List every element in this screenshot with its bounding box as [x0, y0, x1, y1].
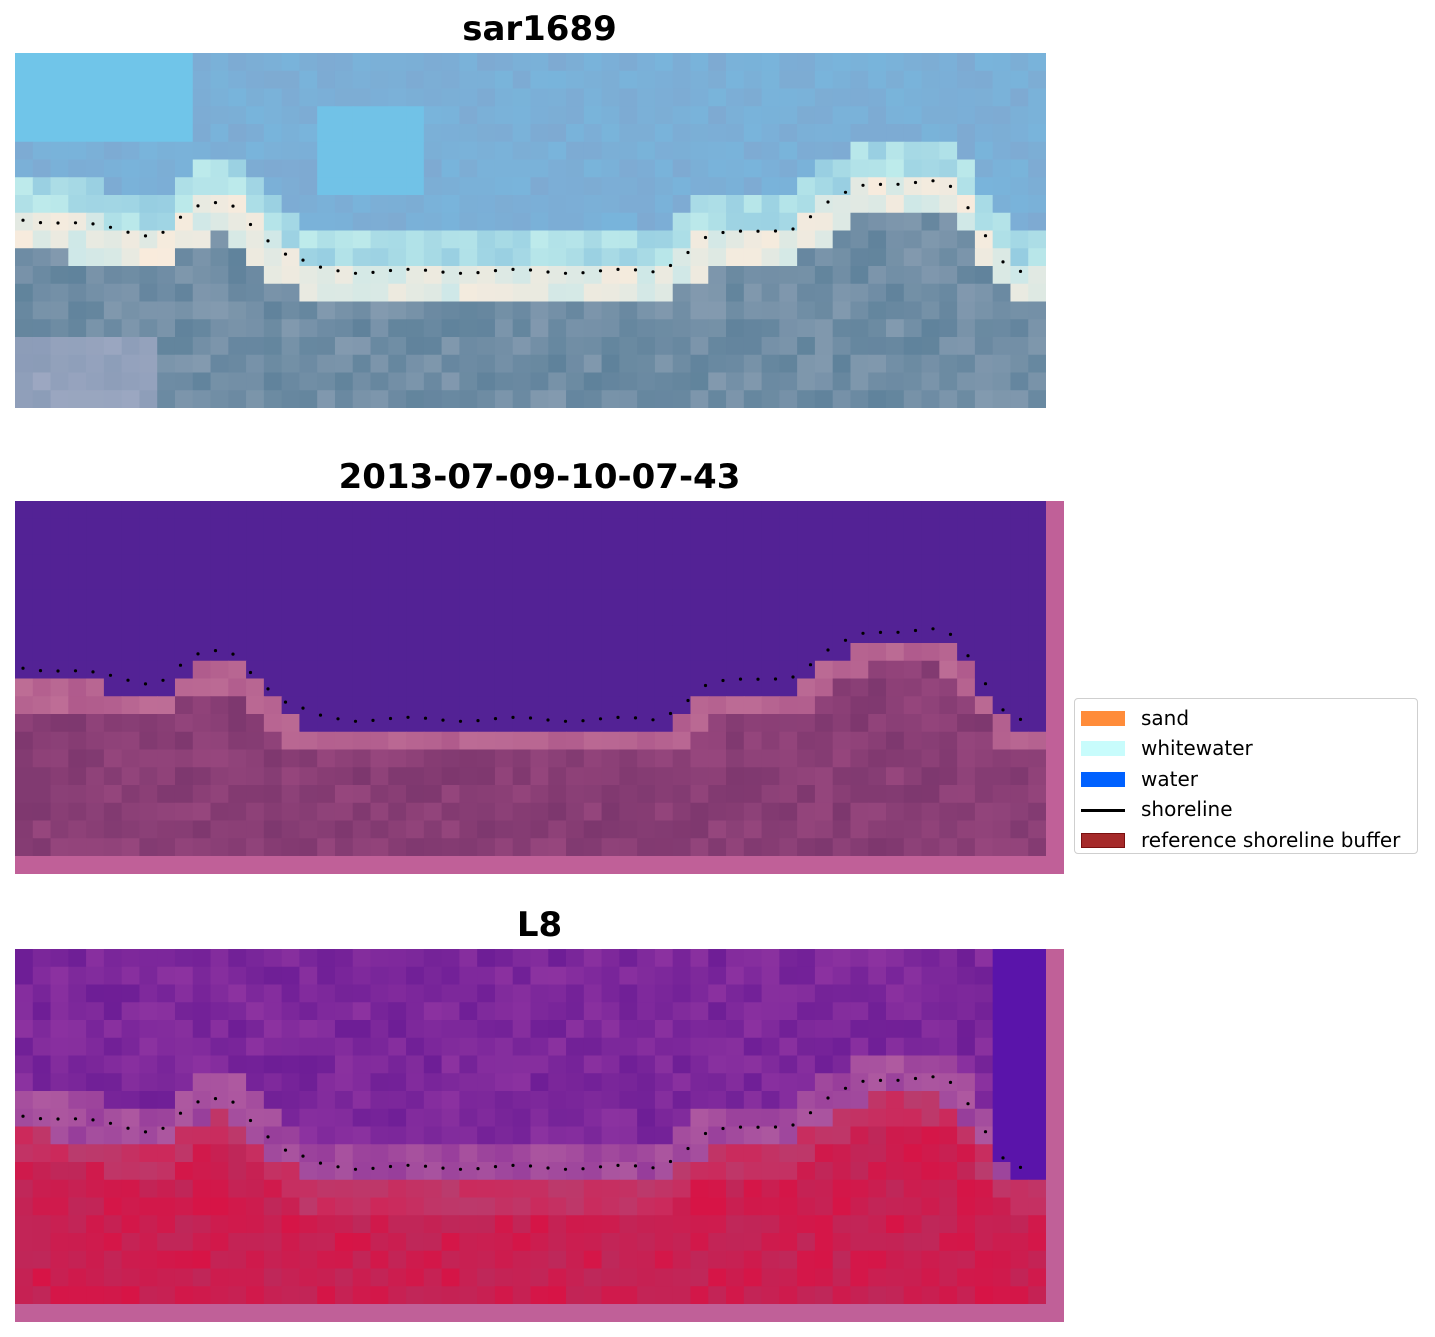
legend-item-shoreline: shoreline — [1075, 794, 1417, 824]
buffer-strip-right — [1046, 501, 1064, 874]
sand-swatch — [1081, 711, 1125, 726]
shoreline-dots — [21, 1075, 1023, 1171]
shoreline-dots — [21, 627, 1023, 723]
pixel-grid — [15, 501, 1047, 857]
legend-item-whitewater: whitewater — [1075, 733, 1417, 763]
water-swatch — [1081, 771, 1125, 787]
legend-label: sand — [1141, 706, 1190, 730]
legend-item-buffer: reference shoreline buffer — [1075, 825, 1417, 855]
panel-title-1: sar1689 — [462, 9, 617, 49]
legend-label: reference shoreline buffer — [1141, 827, 1401, 852]
legend-label: whitewater — [1141, 736, 1253, 761]
legend: sand whitewater water shoreline referenc… — [1074, 698, 1418, 854]
buffer-strip-bottom — [15, 856, 1064, 874]
panel-title-3: L8 — [516, 905, 563, 945]
index-image — [15, 949, 1064, 1322]
legend-label: shoreline — [1141, 797, 1233, 822]
buffer-swatch — [1081, 832, 1125, 848]
legend-item-sand: sand — [1075, 703, 1417, 733]
legend-label: water — [1141, 766, 1198, 791]
pixel-grid — [15, 53, 1046, 408]
classified-image — [15, 501, 1064, 874]
legend-item-water: water — [1075, 764, 1417, 794]
shoreline-dots — [21, 179, 1023, 275]
satellite-rgb-image — [15, 53, 1046, 408]
buffer-strip-right — [1046, 949, 1064, 1322]
buffer-strip-bottom — [15, 1304, 1064, 1322]
whitewater-swatch — [1081, 741, 1125, 757]
pixel-grid — [15, 949, 1047, 1305]
panel-title-2: 2013-07-09-10-07-43 — [338, 457, 741, 497]
shoreline-line-swatch — [1081, 809, 1125, 812]
